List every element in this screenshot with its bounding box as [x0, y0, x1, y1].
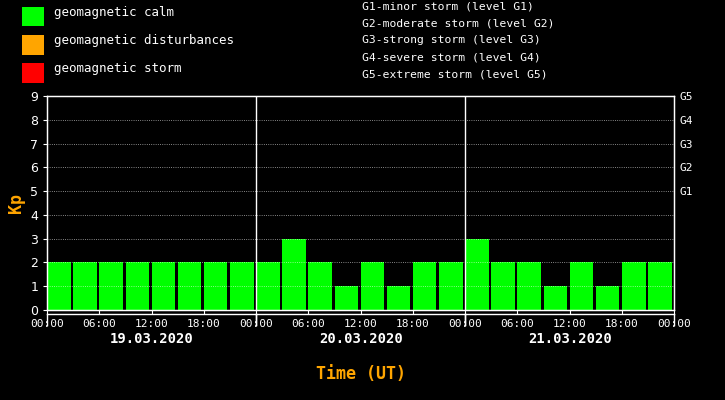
Text: 19.03.2020: 19.03.2020	[109, 332, 194, 346]
Text: 20.03.2020: 20.03.2020	[319, 332, 402, 346]
Bar	[73, 262, 96, 310]
Bar	[282, 239, 306, 310]
Text: G5-extreme storm (level G5): G5-extreme storm (level G5)	[362, 70, 548, 80]
Bar	[360, 262, 384, 310]
Bar	[413, 262, 436, 310]
Bar	[387, 286, 410, 310]
Bar	[334, 286, 358, 310]
Bar	[570, 262, 593, 310]
Bar	[439, 262, 463, 310]
Bar	[204, 262, 228, 310]
Text: G4-severe storm (level G4): G4-severe storm (level G4)	[362, 53, 542, 63]
Text: geomagnetic calm: geomagnetic calm	[54, 6, 175, 19]
Bar	[99, 262, 123, 310]
Text: G1-minor storm (level G1): G1-minor storm (level G1)	[362, 1, 534, 11]
Bar	[152, 262, 175, 310]
Bar	[230, 262, 254, 310]
Bar	[308, 262, 332, 310]
Bar	[492, 262, 515, 310]
Bar	[178, 262, 202, 310]
Bar	[22, 7, 44, 26]
Bar	[648, 262, 671, 310]
Bar	[47, 262, 70, 310]
Bar	[22, 35, 44, 54]
Y-axis label: Kp: Kp	[7, 193, 25, 213]
Bar	[596, 286, 619, 310]
Text: G3-strong storm (level G3): G3-strong storm (level G3)	[362, 36, 542, 46]
Bar	[22, 63, 44, 83]
Text: 21.03.2020: 21.03.2020	[528, 332, 612, 346]
Bar	[518, 262, 541, 310]
Text: G2-moderate storm (level G2): G2-moderate storm (level G2)	[362, 18, 555, 28]
Text: geomagnetic disturbances: geomagnetic disturbances	[54, 34, 234, 47]
Bar	[622, 262, 645, 310]
Text: Time (UT): Time (UT)	[315, 365, 406, 383]
Bar	[544, 286, 567, 310]
Bar	[256, 262, 280, 310]
Bar	[125, 262, 149, 310]
Bar	[465, 239, 489, 310]
Text: geomagnetic storm: geomagnetic storm	[54, 62, 182, 75]
